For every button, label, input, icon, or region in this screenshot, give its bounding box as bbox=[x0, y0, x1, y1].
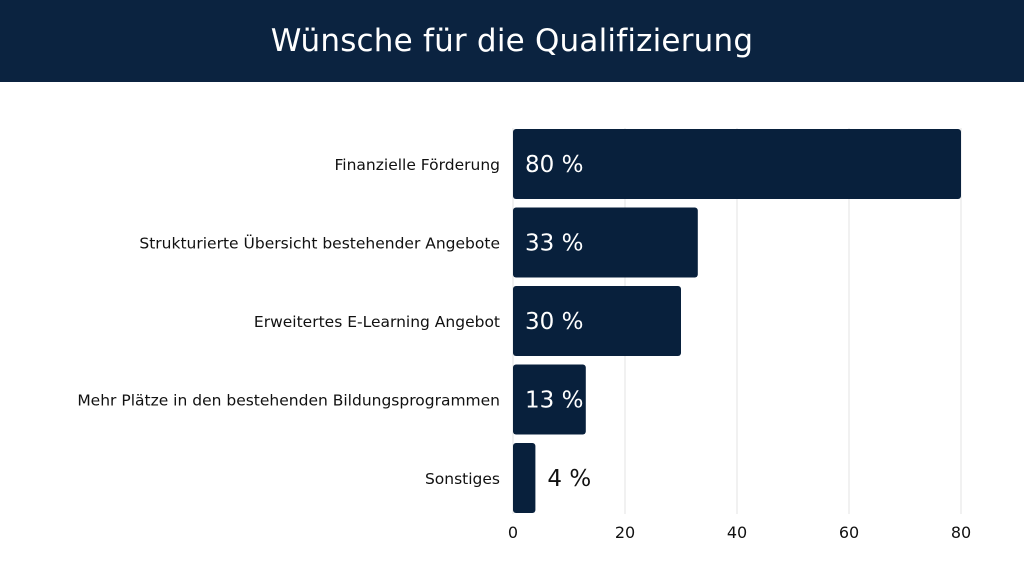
data-label: 13 % bbox=[525, 388, 583, 414]
data-label: 4 % bbox=[547, 466, 591, 492]
bar bbox=[513, 129, 961, 199]
data-label: 80 % bbox=[525, 152, 583, 178]
bar-chart: Finanzielle Förderung Strukturierte Übers… bbox=[77, 128, 971, 542]
category-labels: Finanzielle Förderung Strukturierte Übers… bbox=[77, 156, 500, 488]
chart-title: Wünsche für die Qualifizierung bbox=[270, 23, 754, 59]
x-tick-label: 80 bbox=[951, 523, 971, 542]
x-tick-label: 60 bbox=[839, 523, 859, 542]
data-label: 33 % bbox=[525, 231, 583, 257]
category-label: Sonstiges bbox=[425, 470, 500, 488]
bar bbox=[513, 286, 681, 356]
category-label: Strukturierte Übersicht bestehender Ange… bbox=[139, 234, 500, 253]
x-tick-label: 0 bbox=[508, 523, 518, 542]
chart-header: Wünsche für die Qualifizierung bbox=[0, 0, 1024, 82]
bars bbox=[513, 129, 961, 513]
bar bbox=[513, 364, 586, 435]
data-labels: 80 % 33 % 30 % 13 % 4 % bbox=[525, 152, 591, 492]
data-label: 30 % bbox=[525, 309, 583, 335]
category-label: Mehr Plätze in den bestehenden Bildungsp… bbox=[77, 392, 500, 410]
category-label: Erweitertes E-Learning Angebot bbox=[254, 313, 500, 331]
x-tick-label: 20 bbox=[615, 523, 635, 542]
category-label: Finanzielle Förderung bbox=[335, 156, 500, 174]
bar bbox=[513, 443, 536, 513]
x-tick-label: 40 bbox=[727, 523, 747, 542]
x-axis-ticks: 0 20 40 60 80 bbox=[508, 523, 971, 542]
bar bbox=[513, 207, 698, 278]
